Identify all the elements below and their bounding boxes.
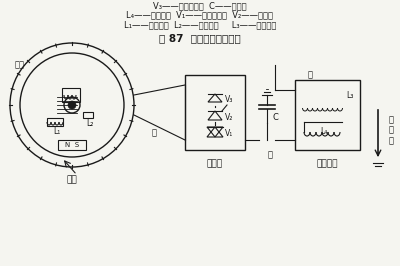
Text: 红: 红 [308, 70, 312, 80]
Text: L₁——充电线圈  L₂——触发线圈     L₃——初级线圈: L₁——充电线圈 L₂——触发线圈 L₃——初级线圈 [124, 20, 276, 30]
Text: 点火线圈: 点火线圈 [317, 160, 338, 168]
Bar [47, 118, 63, 126]
Text: 图 87  磁电机工作原理图: 图 87 磁电机工作原理图 [159, 33, 241, 43]
Text: V₃——振荡二极管  C——电容器: V₃——振荡二极管 C——电容器 [153, 2, 247, 10]
Text: L₂: L₂ [86, 118, 94, 127]
Text: L₄——次级线圈  V₁——整流二极管  V₂——可控硅: L₄——次级线圈 V₁——整流二极管 V₂——可控硅 [126, 10, 274, 19]
Bar [295, 80, 360, 150]
Text: 底板: 底板 [15, 60, 25, 69]
Text: 控制盒: 控制盒 [207, 160, 223, 168]
Text: V₃: V₃ [225, 95, 233, 105]
Text: V₂: V₂ [225, 113, 233, 122]
Text: N  S: N S [65, 142, 79, 148]
Text: L₄: L₄ [320, 127, 328, 136]
Text: V₁: V₁ [225, 130, 233, 139]
Text: 黄: 黄 [152, 128, 157, 137]
Bar [58, 140, 86, 150]
Text: L₃: L₃ [346, 90, 354, 99]
Text: C: C [272, 114, 278, 123]
Text: L₁: L₁ [53, 127, 61, 136]
Circle shape [68, 101, 76, 109]
Bar [185, 75, 245, 150]
Bar [83, 112, 93, 118]
Text: 飞轮: 飞轮 [67, 176, 77, 185]
Text: 火
花
塞: 火 花 塞 [389, 115, 394, 145]
Bar [62, 88, 80, 102]
Text: 绿: 绿 [268, 151, 272, 160]
